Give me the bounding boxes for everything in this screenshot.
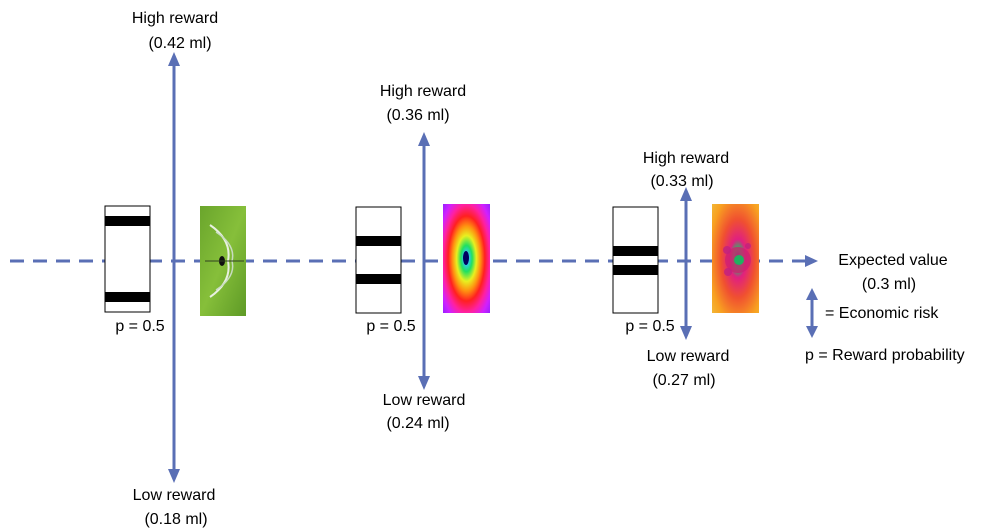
high-reward-amount: (0.42 ml) (148, 35, 211, 52)
high-reward-label: High reward (132, 10, 218, 27)
low-reward-amount: (0.18 ml) (144, 511, 207, 528)
legend-risk-label: = Economic risk (825, 305, 939, 322)
expected-value-amount: (0.3 ml) (862, 276, 916, 293)
legend: = Economic risk p = Reward probability (805, 288, 965, 364)
expected-value-arrowhead (805, 255, 818, 267)
probability-label: p = 0.5 (115, 318, 164, 335)
risk-arrow-down-head (168, 469, 180, 483)
low-reward-label: Low reward (133, 487, 216, 504)
probability-label: p = 0.5 (366, 318, 415, 335)
low-reward-amount: (0.27 ml) (652, 372, 715, 389)
green-fractal-icon (200, 206, 246, 316)
low-reward-bar (356, 274, 401, 284)
low-reward-amount: (0.24 ml) (386, 415, 449, 432)
low-reward-label: Low reward (647, 348, 730, 365)
reward-box (355, 206, 402, 314)
orange-mandelbrot-fractal-icon (712, 204, 759, 313)
high-reward-label: High reward (643, 150, 729, 167)
reward-box (612, 206, 659, 314)
high-reward-bar (356, 236, 401, 246)
high-reward-bar (105, 216, 150, 226)
high-reward-bar (613, 246, 658, 256)
expected-value-label: Expected value (838, 252, 948, 269)
option-3: High reward (0.33 ml) p = 0.5 Low reward… (612, 150, 759, 389)
legend-probability-label: p = Reward probability (805, 347, 965, 364)
risk-arrow-up-head (680, 187, 692, 201)
low-reward-label: Low reward (383, 392, 466, 409)
risk-arrow-up-head (168, 52, 180, 66)
option-1: High reward (0.42 ml) p = 0.5 Low reward… (104, 10, 246, 528)
legend-risk-arrow-up-head (806, 288, 818, 300)
risk-arrow-up-head (418, 132, 430, 146)
risk-arrow-down-head (680, 326, 692, 340)
high-reward-label: High reward (380, 83, 466, 100)
legend-risk-arrow-down-head (806, 326, 818, 338)
risk-arrow-down-head (418, 376, 430, 390)
high-reward-amount: (0.33 ml) (650, 173, 713, 190)
rainbow-rings-fractal-icon (443, 204, 490, 313)
low-reward-bar (613, 265, 658, 275)
low-reward-bar (105, 292, 150, 302)
option-2: High reward (0.36 ml) p = 0.5 Low reward… (355, 83, 490, 432)
high-reward-amount: (0.36 ml) (386, 107, 449, 124)
probability-label: p = 0.5 (625, 318, 674, 335)
